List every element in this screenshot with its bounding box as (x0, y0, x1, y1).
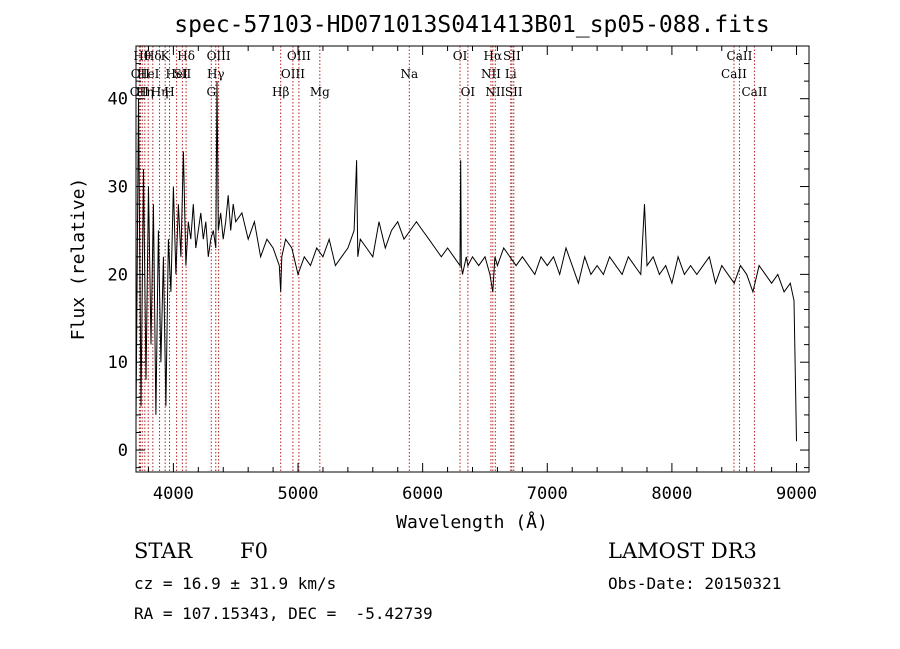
line-marker-label-17: OIII (287, 49, 311, 63)
axis-ticks: 4000 5000 6000 7000 8000 9000 0 10 20 30 40 (108, 46, 817, 504)
line-marker-label-5: Hδ (144, 49, 162, 63)
line-marker-label-18: Mg (310, 85, 330, 99)
line-marker-label-24: NII (485, 85, 505, 99)
x-tick-label-0: 4000 (153, 484, 194, 504)
line-marker-label-22: NII (481, 67, 501, 81)
line-marker-label-3: Hη (136, 85, 154, 99)
line-marker-label-20: OI (453, 49, 468, 63)
x-tick-label-5: 9000 (776, 484, 817, 504)
object-class: STAR (134, 539, 193, 563)
y-tick-label-0: 0 (118, 441, 128, 461)
line-marker-label-21: OI (461, 85, 476, 99)
line-marker-label-12: G (206, 85, 216, 99)
y-tick-label-4: 40 (108, 90, 128, 110)
y-tick-label-2: 20 (108, 265, 128, 285)
line-marker-label-26: SII (503, 49, 521, 63)
redshift-value: cz = 16.9 ± 31.9 km/s (134, 574, 337, 593)
line-marker-label-6: Hη (151, 85, 169, 99)
line-marker-label-13: Hγ (207, 67, 225, 81)
line-marker-label-14: OIII (207, 49, 231, 63)
line-marker-label-23: Hα (484, 49, 503, 63)
line-marker-label-4: HeI (137, 67, 160, 81)
line-marker-label-15: Hβ (272, 85, 289, 99)
line-marker-label-10: SII (174, 67, 192, 81)
line-marker-label-28: CaII (721, 67, 747, 81)
line-marker-label-30: CaII (741, 85, 767, 99)
line-marker-label-2: Hθ (133, 49, 151, 63)
line-marker-label-0: OII (130, 85, 150, 99)
observation-date: Obs-Date: 20150321 (608, 574, 782, 593)
x-tick-label-1: 5000 (278, 484, 319, 504)
survey-name: LAMOST DR3 (608, 539, 757, 563)
y-axis-title: Flux (relative) (68, 178, 89, 341)
spectrum-line (135, 81, 797, 442)
line-marker-label-19: Na (400, 67, 418, 81)
x-tick-label-3: 7000 (527, 484, 568, 504)
line-marker-label-11: Hδ (177, 49, 195, 63)
emission-line-markers (138, 46, 755, 472)
line-marker-label-29: CaII (727, 49, 753, 63)
sky-coordinates: RA = 107.15343, DEC = -5.42739 (134, 604, 433, 623)
line-marker-label-25: Li (505, 67, 517, 81)
line-marker-label-8: H (164, 85, 174, 99)
object-subclass: F0 (240, 539, 268, 563)
line-marker-label-27: SII (505, 85, 523, 99)
chart-title: spec-57103-HD071013S041413B01_sp05-088.f… (174, 12, 769, 38)
line-marker-label-9: HeI (165, 67, 188, 81)
y-tick-label-3: 30 (108, 178, 128, 198)
emission-line-labels: OIIOIIHθHηHeIHδHηKHHeISIIHδGHγOIIIHβOIII… (130, 49, 768, 99)
x-tick-label-2: 6000 (402, 484, 443, 504)
x-tick-label-4: 8000 (651, 484, 692, 504)
x-axis-title: Wavelength (Å) (396, 511, 548, 533)
y-tick-label-1: 10 (108, 353, 128, 373)
line-marker-label-16: OIII (281, 67, 305, 81)
line-marker-label-7: K (161, 49, 171, 63)
